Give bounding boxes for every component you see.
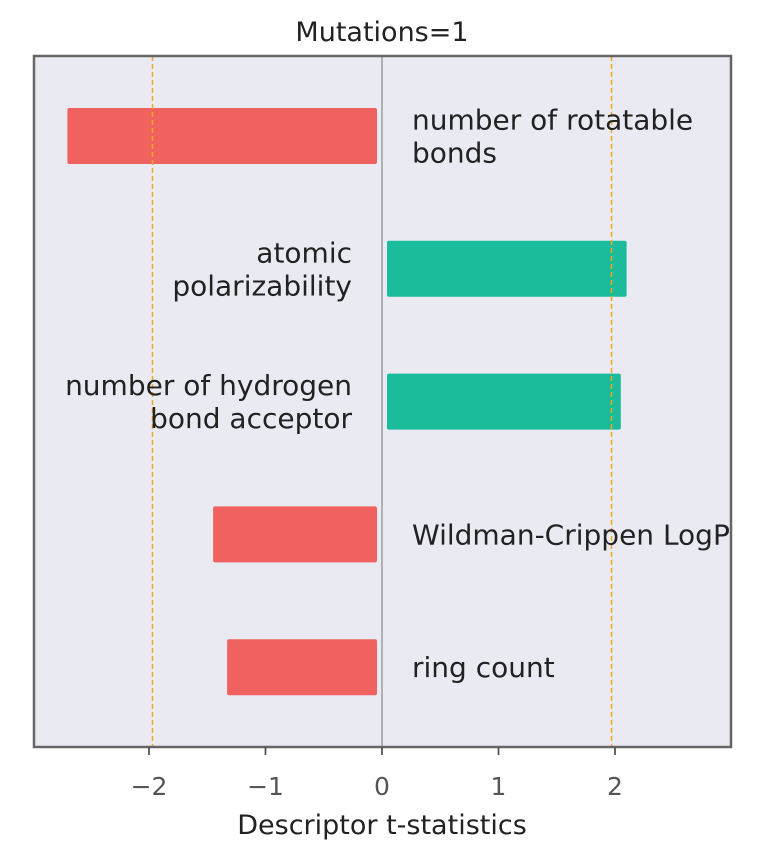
bar-4 — [213, 506, 377, 563]
bar-2 — [387, 240, 627, 297]
x-tick-label-3: 0 — [374, 772, 390, 801]
bar-label-4: Wildman-Crippen LogP — [412, 518, 730, 551]
x-tick-label-2: −1 — [247, 772, 284, 801]
x-tick-label-4: 1 — [491, 772, 507, 801]
x-axis-label: Descriptor t-statistics — [237, 810, 527, 841]
chart-title: Mutations=1 — [295, 17, 468, 48]
bar-3 — [387, 373, 621, 430]
x-tick-label-1: −2 — [131, 772, 168, 801]
bar-label-1: number of rotatable bonds — [412, 104, 693, 170]
x-tick-label-5: 2 — [607, 772, 623, 801]
bar-1 — [67, 108, 378, 164]
bar-label-3: number of hydrogen bond acceptor — [65, 369, 352, 435]
bar-label-5: ring count — [412, 651, 555, 684]
bar-label-2: atomic polarizability — [172, 236, 352, 302]
bar-5 — [227, 639, 377, 696]
